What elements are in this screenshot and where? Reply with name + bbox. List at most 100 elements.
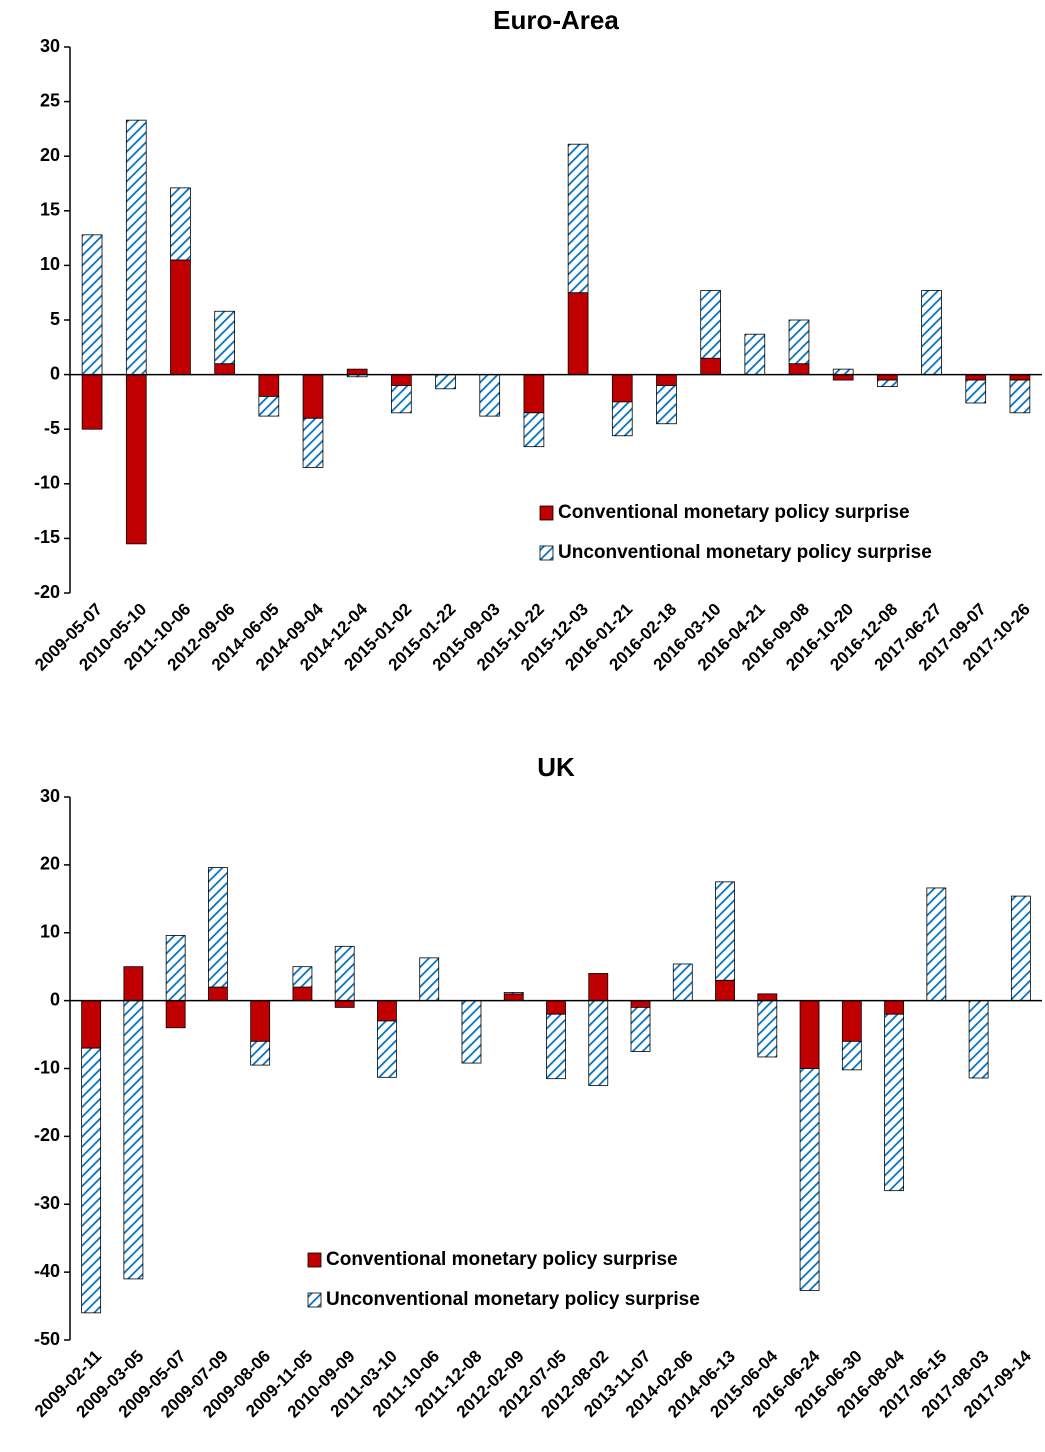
y-tick-label: 25: [40, 90, 60, 110]
chart-title: Euro-Area: [493, 5, 619, 35]
bar-segment: [926, 887, 947, 1002]
bar-segment: [921, 290, 942, 375]
bar-segment: [832, 374, 854, 381]
bar-segment: [546, 1000, 566, 1015]
bar-segment: [81, 1047, 102, 1314]
bar-segment: [419, 957, 440, 1002]
bar-segment: [334, 1000, 355, 1008]
bar-segment: [302, 417, 324, 468]
y-tick-label: -15: [34, 527, 60, 547]
legend-swatch: [539, 545, 554, 561]
legend-label: Conventional monetary policy surprise: [558, 502, 910, 523]
y-tick-label: -40: [34, 1261, 60, 1281]
bar-segment: [884, 1000, 904, 1015]
bar-segment: [611, 401, 633, 437]
bar-segment: [877, 374, 898, 381]
bar-segment: [832, 368, 854, 376]
y-tick-label: -20: [34, 582, 60, 602]
bar-segment: [841, 1000, 862, 1042]
bar-segment: [479, 374, 501, 417]
bar-segment: [546, 1013, 566, 1080]
bar-segment: [503, 993, 524, 1002]
bar-segment: [214, 310, 235, 365]
bar-segment: [165, 1000, 186, 1029]
y-tick-label: 5: [50, 309, 60, 329]
bar-segment: [567, 292, 589, 376]
bar-segment: [123, 966, 144, 1002]
bar-segment: [841, 1040, 862, 1071]
bar-segment: [788, 363, 810, 375]
y-tick-label: 20: [40, 145, 60, 165]
y-tick-label: 30: [40, 36, 60, 56]
legend-swatch: [539, 505, 554, 521]
bar-segment: [250, 1000, 271, 1042]
bar-segment: [567, 143, 589, 294]
y-tick-label: -20: [34, 1125, 60, 1145]
bar-segment: [1010, 895, 1031, 1002]
bar-segment: [81, 1000, 102, 1049]
bar-segment: [125, 119, 147, 376]
y-tick-label: 15: [40, 200, 60, 220]
bar-segment: [884, 1013, 904, 1192]
bar-segment: [435, 374, 456, 390]
bar-segment: [214, 363, 235, 375]
bar-segment: [302, 374, 324, 419]
bar-segment: [715, 979, 735, 1002]
bar-segment: [799, 1000, 820, 1069]
legend-label: Unconventional monetary policy surprise: [326, 1289, 700, 1310]
bar-segment: [81, 374, 103, 430]
legend-label: Unconventional monetary policy surprise: [558, 542, 932, 563]
bar-segment: [630, 1000, 651, 1008]
legend-swatch: [307, 1292, 322, 1308]
bar-segment: [757, 993, 778, 1002]
y-tick-label: 20: [40, 854, 60, 874]
bar-segment: [877, 379, 898, 388]
bar-segment: [391, 374, 412, 386]
bar-segment: [611, 374, 633, 403]
bar-segment: [968, 1000, 989, 1079]
bar-segment: [700, 290, 721, 359]
legend-label: Conventional monetary policy surprise: [326, 1249, 678, 1270]
bar-segment: [250, 1040, 271, 1066]
y-tick-label: 10: [40, 254, 60, 274]
y-tick-label: -10: [34, 1057, 60, 1077]
bar-segment: [208, 986, 228, 1002]
bar-segment: [165, 935, 186, 1002]
chart-title: UK: [537, 752, 575, 782]
bar-segment: [523, 412, 545, 448]
bar-segment: [170, 259, 191, 376]
bar-segment: [377, 1000, 397, 1022]
bar-segment: [965, 374, 987, 381]
bar-segment: [715, 881, 735, 981]
bar-segment: [258, 396, 280, 417]
bar-segment: [334, 945, 355, 1002]
bar-segment: [700, 357, 721, 376]
y-tick-label: -5: [44, 418, 60, 438]
bar-segment: [588, 973, 609, 1002]
y-tick-label: -10: [34, 473, 60, 493]
legend-swatch: [307, 1252, 322, 1268]
bar-segment: [377, 1020, 397, 1078]
bar-segment: [292, 986, 313, 1002]
bar-segment: [1009, 374, 1031, 381]
bar-segment: [588, 1000, 609, 1086]
bar-segment: [965, 379, 987, 404]
bar-segment: [208, 867, 228, 988]
bar-segment: [757, 1000, 778, 1058]
bar-segment: [292, 966, 313, 988]
y-tick-label: 30: [40, 786, 60, 806]
bar-segment: [81, 234, 103, 376]
bar-segment: [258, 374, 280, 397]
bar-segment: [1009, 379, 1031, 414]
bar-segment: [391, 385, 412, 414]
bar-segment: [799, 1068, 820, 1291]
bar-segment: [503, 992, 524, 995]
bar-segment: [125, 374, 147, 545]
bar-segment: [656, 385, 677, 425]
y-tick-label: 0: [50, 363, 60, 383]
bar-segment: [170, 187, 191, 261]
bar-segment: [672, 963, 693, 1002]
bar-segment: [461, 1000, 482, 1064]
bar-segment: [788, 319, 810, 365]
